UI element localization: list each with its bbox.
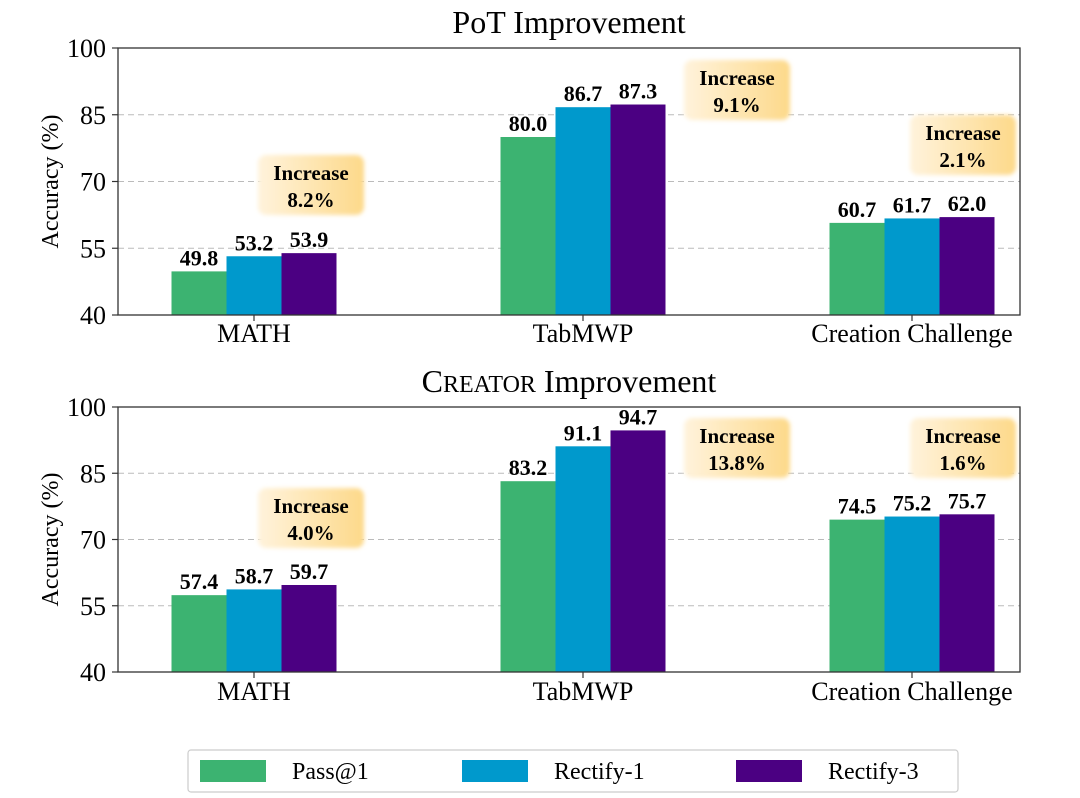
data-label: 80.0 — [509, 111, 548, 136]
data-label: 94.7 — [619, 404, 658, 429]
data-label: 53.2 — [235, 230, 274, 255]
annotation-text: Increase — [699, 424, 774, 448]
y-tick-label: 40 — [80, 658, 106, 687]
data-label: 86.7 — [564, 81, 603, 106]
increase-annotation: Increase 8.2% — [258, 155, 364, 215]
legend-item: Rectify-3 — [736, 759, 919, 785]
annotation-box — [258, 155, 364, 215]
annotation-box — [684, 60, 790, 120]
legend-label: Pass@1 — [292, 759, 369, 785]
chart-title: PoT Improvement — [452, 4, 685, 40]
title-part: C — [422, 363, 443, 399]
data-label: 75.7 — [948, 488, 987, 513]
bar-rectify-3 — [281, 253, 337, 315]
y-tick-label: 85 — [80, 101, 106, 130]
data-label: 83.2 — [509, 455, 548, 480]
bar-rectify-1 — [884, 218, 940, 315]
annotation-box — [258, 488, 364, 548]
data-label: 60.7 — [838, 197, 877, 222]
bar-pass-1 — [829, 519, 885, 672]
annotation-value: 8.2% — [287, 188, 334, 212]
y-tick-label: 70 — [80, 168, 106, 197]
title-part: REATOR — [443, 372, 536, 398]
x-tick-label: Creation Challenge — [811, 319, 1012, 348]
annotation-text: Increase — [699, 66, 774, 90]
increase-annotation: Increase 13.8% — [684, 418, 790, 478]
bar-rectify-3 — [610, 430, 666, 672]
y-tick-label: 40 — [80, 301, 106, 330]
annotation-box — [910, 115, 1016, 175]
annotation-value: 2.1% — [939, 148, 986, 172]
subplot-2: CREATOR Improvement Accuracy (%) 40 55 70 85 1… — [38, 363, 1021, 706]
data-label: 62.0 — [948, 191, 987, 216]
annotation-text: Increase — [273, 161, 348, 185]
legend-label: Rectify-1 — [554, 759, 645, 785]
x-tick-label: TabMWP — [533, 319, 634, 348]
legend-swatch — [200, 760, 266, 782]
x-tick-label: MATH — [217, 677, 291, 706]
bar-pass-1 — [500, 481, 556, 672]
data-label: 61.7 — [893, 192, 932, 217]
data-label: 53.9 — [290, 227, 329, 252]
data-label: 74.5 — [838, 494, 877, 519]
bar-rectify-1 — [555, 446, 611, 672]
legend-item: Rectify-1 — [462, 759, 645, 785]
bar-rectify-1 — [884, 516, 940, 672]
data-label: 75.2 — [893, 491, 932, 516]
axes-frame — [117, 47, 1021, 316]
legend-swatch — [462, 760, 528, 782]
annotation-text: Increase — [273, 494, 348, 518]
increase-annotation: Increase 1.6% — [910, 418, 1016, 478]
annotation-value: 4.0% — [287, 521, 334, 545]
increase-annotation: Increase 2.1% — [910, 115, 1016, 175]
bar-rectify-1 — [226, 256, 282, 315]
x-tick-label: MATH — [217, 319, 291, 348]
annotation-value: 13.8% — [708, 451, 766, 475]
bar-pass-1 — [829, 222, 885, 315]
y-tick-label: 100 — [67, 393, 106, 422]
y-tick-label: 100 — [67, 34, 106, 63]
legend-label: Rectify-3 — [828, 759, 919, 785]
bar-pass-1 — [500, 137, 556, 315]
y-tick-label: 85 — [80, 459, 106, 488]
increase-annotation: Increase 9.1% — [684, 60, 790, 120]
title-part: Improvement — [536, 363, 717, 399]
legend-swatch — [736, 760, 802, 782]
legend-item: Pass@1 — [200, 759, 369, 785]
bar-rectify-3 — [939, 514, 995, 672]
increase-annotation: Increase 4.0% — [258, 488, 364, 548]
annotation-box — [910, 418, 1016, 478]
bar-rectify-1 — [555, 107, 611, 315]
bar-rectify-3 — [281, 584, 337, 672]
legend: Pass@1 Rectify-1 Rectify-3 — [187, 749, 959, 793]
bar-rectify-1 — [226, 589, 282, 672]
bar-rectify-3 — [610, 104, 666, 315]
bar-pass-1 — [171, 271, 227, 315]
y-tick-label: 55 — [80, 592, 106, 621]
data-label: 59.7 — [290, 559, 329, 584]
y-axis-label: Accuracy (%) — [38, 115, 64, 249]
chart-title: CREATOR Improvement — [422, 363, 717, 399]
data-label: 87.3 — [619, 79, 658, 104]
data-label: 58.7 — [235, 563, 274, 588]
subplot-1: PoT Improvement Accuracy (%) 40 55 70 85 100 49… — [38, 4, 1021, 348]
axes-frame — [117, 406, 1021, 673]
annotation-value: 1.6% — [939, 451, 986, 475]
bar-pass-1 — [171, 595, 227, 672]
annotation-text: Increase — [925, 424, 1000, 448]
data-label: 57.4 — [180, 569, 219, 594]
data-label: 91.1 — [564, 420, 603, 445]
x-tick-label: TabMWP — [533, 677, 634, 706]
y-tick-label: 70 — [80, 526, 106, 555]
annotation-value: 9.1% — [713, 93, 760, 117]
y-tick-label: 55 — [80, 234, 106, 263]
annotation-box — [684, 418, 790, 478]
data-label: 49.8 — [180, 245, 219, 270]
x-tick-label: Creation Challenge — [811, 677, 1012, 706]
bar-rectify-3 — [939, 217, 995, 315]
annotation-text: Increase — [925, 121, 1000, 145]
y-axis-label: Accuracy (%) — [38, 473, 64, 607]
